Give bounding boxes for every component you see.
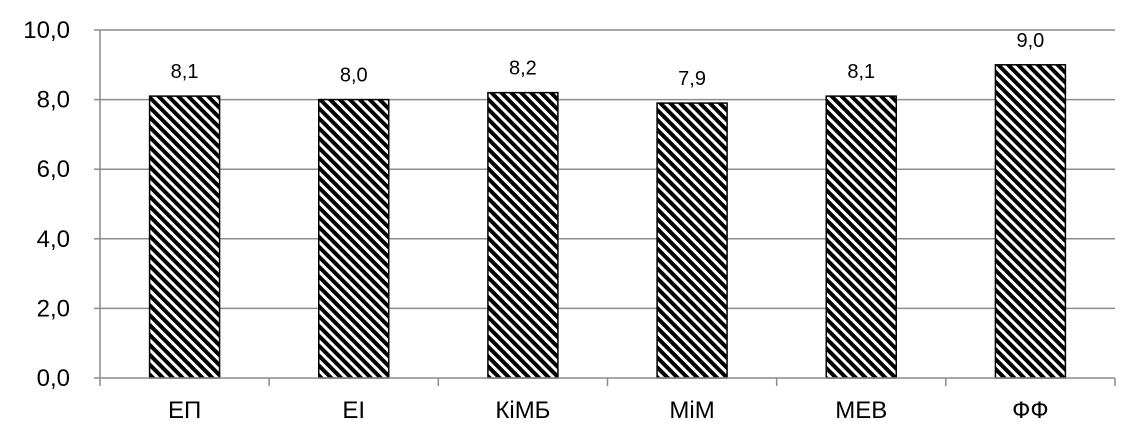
- bar: [656, 102, 728, 379]
- y-tick-label: 4,0: [37, 226, 70, 253]
- y-tick-label: 0,0: [37, 365, 70, 392]
- data-label: 8,0: [340, 65, 368, 87]
- y-tick-label: 8,0: [37, 87, 70, 114]
- gridlines: [100, 29, 1115, 310]
- bar: [318, 98, 390, 379]
- x-category-label: МЕВ: [835, 397, 887, 424]
- x-category-label: ЕП: [168, 397, 201, 424]
- y-tick-label: 6,0: [37, 156, 70, 183]
- data-label: 9,0: [1017, 30, 1045, 52]
- y-tick-label: 2,0: [37, 295, 70, 322]
- data-label: 8,1: [847, 61, 875, 83]
- data-label: 8,2: [509, 58, 537, 80]
- data-label: 8,1: [171, 61, 199, 83]
- bar: [148, 95, 221, 379]
- labels: 0,0 2,0 4,0 6,0 8,0 10,0 8,1 ЕП 8,0 ЕІ 8,2 КіМБ 7,9 М…: [23, 17, 1048, 424]
- bar: [825, 95, 897, 379]
- x-category-label: ЕІ: [342, 397, 365, 424]
- y-tick-label: 10,0: [23, 17, 70, 44]
- x-category-label: МіМ: [669, 397, 714, 424]
- axes: [94, 29, 1116, 386]
- x-category-label: КіМБ: [495, 397, 550, 424]
- x-category-label: ФФ: [1012, 397, 1049, 424]
- bar: [994, 64, 1067, 379]
- bar: [487, 91, 559, 379]
- bars: [148, 64, 1067, 379]
- data-label: 7,9: [678, 68, 706, 90]
